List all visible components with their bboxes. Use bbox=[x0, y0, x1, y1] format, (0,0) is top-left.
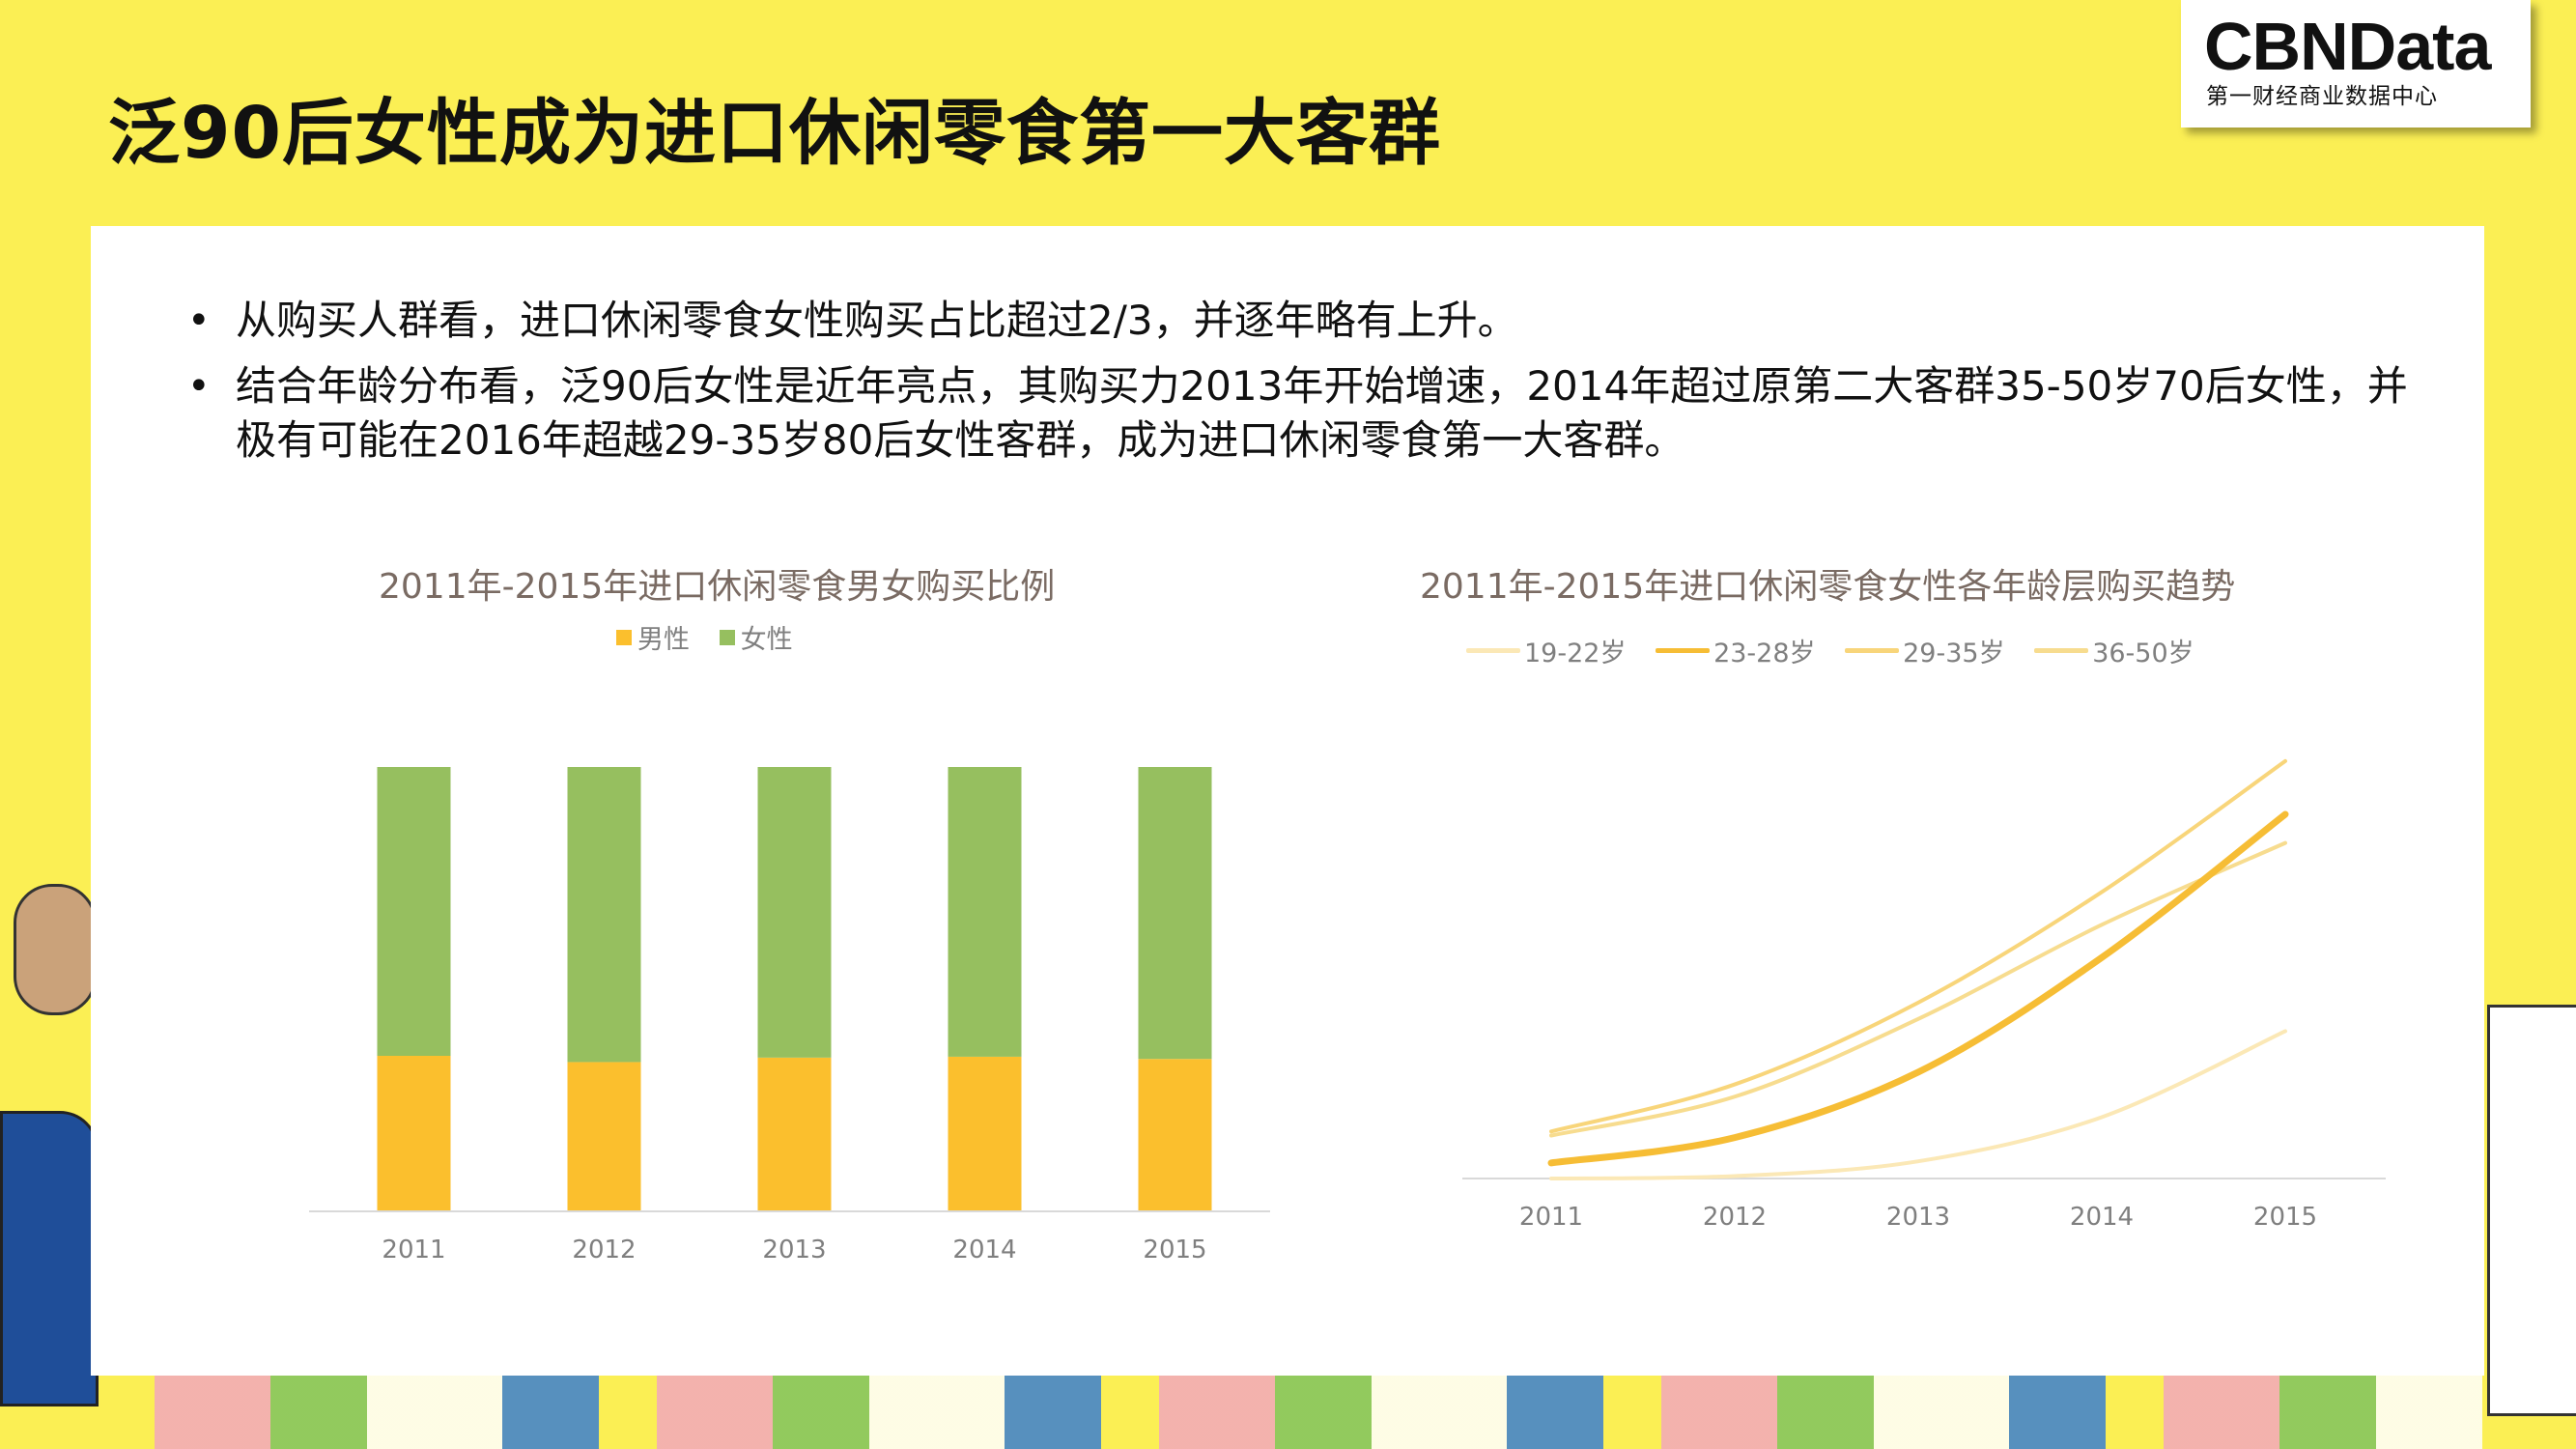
legend-line-36-50 bbox=[2034, 648, 2089, 653]
x-tick-label: 2011 bbox=[1519, 1203, 1583, 1232]
x-tick-label: 2014 bbox=[2070, 1203, 2134, 1232]
logo-subtitle: 第一财经商业数据中心 bbox=[2206, 84, 2438, 109]
legend-item-23-28: 23-28岁 bbox=[1656, 632, 1816, 669]
cbndata-logo: CBNData 第一财经商业数据中心 bbox=[2181, 0, 2531, 128]
bar-male-2013 bbox=[757, 1057, 832, 1211]
x-tick-label: 2013 bbox=[762, 1236, 826, 1264]
legend-item-29-35: 29-35岁 bbox=[1845, 632, 2005, 669]
cookie-illustration bbox=[14, 884, 97, 1015]
bar-male-2011 bbox=[377, 1056, 451, 1211]
line-chart: 2011 2012 2013 2014 2015 bbox=[1462, 758, 2386, 1232]
legend-label-19-22: 19-22岁 bbox=[1524, 639, 1627, 668]
legend-label-female: 女性 bbox=[740, 625, 793, 655]
ice-cream-cup-illustration bbox=[0, 1111, 99, 1406]
bullet-item: 从购买人群看，进口休闲零食女性购买占比超过2/3，并逐年略有上升。 bbox=[187, 294, 2409, 348]
bar-chart: 2011 2012 2013 2014 2015 bbox=[309, 767, 1270, 1264]
bar-female-2014 bbox=[948, 767, 1022, 1057]
content-panel: 从购买人群看，进口休闲零食女性购买占比超过2/3，并逐年略有上升。 结合年龄分布… bbox=[91, 226, 2484, 1376]
legend-item-male: 男性 bbox=[616, 618, 690, 656]
legend-item-36-50: 36-50岁 bbox=[2034, 632, 2194, 669]
x-tick-label: 2014 bbox=[952, 1236, 1016, 1264]
legend-swatch-female bbox=[719, 629, 735, 645]
bar-female-2011 bbox=[377, 767, 451, 1056]
bar-male-2012 bbox=[567, 1062, 641, 1211]
bar-male-2015 bbox=[1138, 1059, 1212, 1211]
line-chart-legend: 19-22岁 23-28岁 29-35岁 36-50岁 bbox=[1466, 630, 2216, 669]
legend-swatch-male bbox=[616, 629, 632, 645]
logo-text: CBNData bbox=[2204, 9, 2491, 84]
strawberry-box-illustration bbox=[2487, 1005, 2576, 1416]
bar-female-2013 bbox=[757, 767, 832, 1058]
series-line-23-28岁 bbox=[1547, 810, 2289, 1167]
page-title: 泛90后女性成为进口休闲零食第一大客群 bbox=[108, 92, 1441, 175]
bullet-item: 结合年龄分布看，泛90后女性是近年亮点，其购买力2013年开始增速，2014年超… bbox=[187, 359, 2409, 468]
bullet-list: 从购买人群看，进口休闲零食女性购买占比超过2/3，并逐年略有上升。 结合年龄分布… bbox=[187, 294, 2409, 479]
x-tick-label: 2015 bbox=[2253, 1203, 2317, 1232]
x-tick-label: 2013 bbox=[1886, 1203, 1950, 1232]
bar-female-2012 bbox=[567, 767, 641, 1063]
bar-chart-title: 2011年-2015年进口休闲零食男女购买比例 bbox=[379, 567, 1056, 607]
series-line-19-22岁 bbox=[1549, 1029, 2287, 1180]
legend-label-male: 男性 bbox=[637, 625, 690, 655]
x-tick-label: 2012 bbox=[1703, 1203, 1767, 1232]
line-chart-title: 2011年-2015年进口休闲零食女性各年龄层购买趋势 bbox=[1420, 567, 2236, 607]
bar-chart-legend: 男性 女性 bbox=[616, 618, 814, 656]
legend-label-36-50: 36-50岁 bbox=[2092, 639, 2194, 668]
legend-line-23-28 bbox=[1656, 648, 1711, 653]
series-line-36-50岁 bbox=[1549, 840, 2287, 1138]
snack-strip-illustration bbox=[155, 1376, 2482, 1449]
legend-label-29-35: 29-35岁 bbox=[1903, 639, 2005, 668]
bar-male-2014 bbox=[948, 1056, 1022, 1211]
x-tick-label: 2012 bbox=[572, 1236, 636, 1264]
bar-female-2015 bbox=[1138, 767, 1212, 1060]
x-tick-label: 2011 bbox=[382, 1236, 445, 1264]
series-line-29-35岁 bbox=[1549, 758, 2287, 1134]
legend-line-19-22 bbox=[1466, 648, 1520, 653]
x-tick-label: 2015 bbox=[1143, 1236, 1206, 1264]
legend-line-29-35 bbox=[1845, 648, 1900, 653]
legend-item-19-22: 19-22岁 bbox=[1466, 632, 1626, 669]
legend-label-23-28: 23-28岁 bbox=[1713, 639, 1816, 668]
legend-item-female: 女性 bbox=[719, 618, 793, 656]
